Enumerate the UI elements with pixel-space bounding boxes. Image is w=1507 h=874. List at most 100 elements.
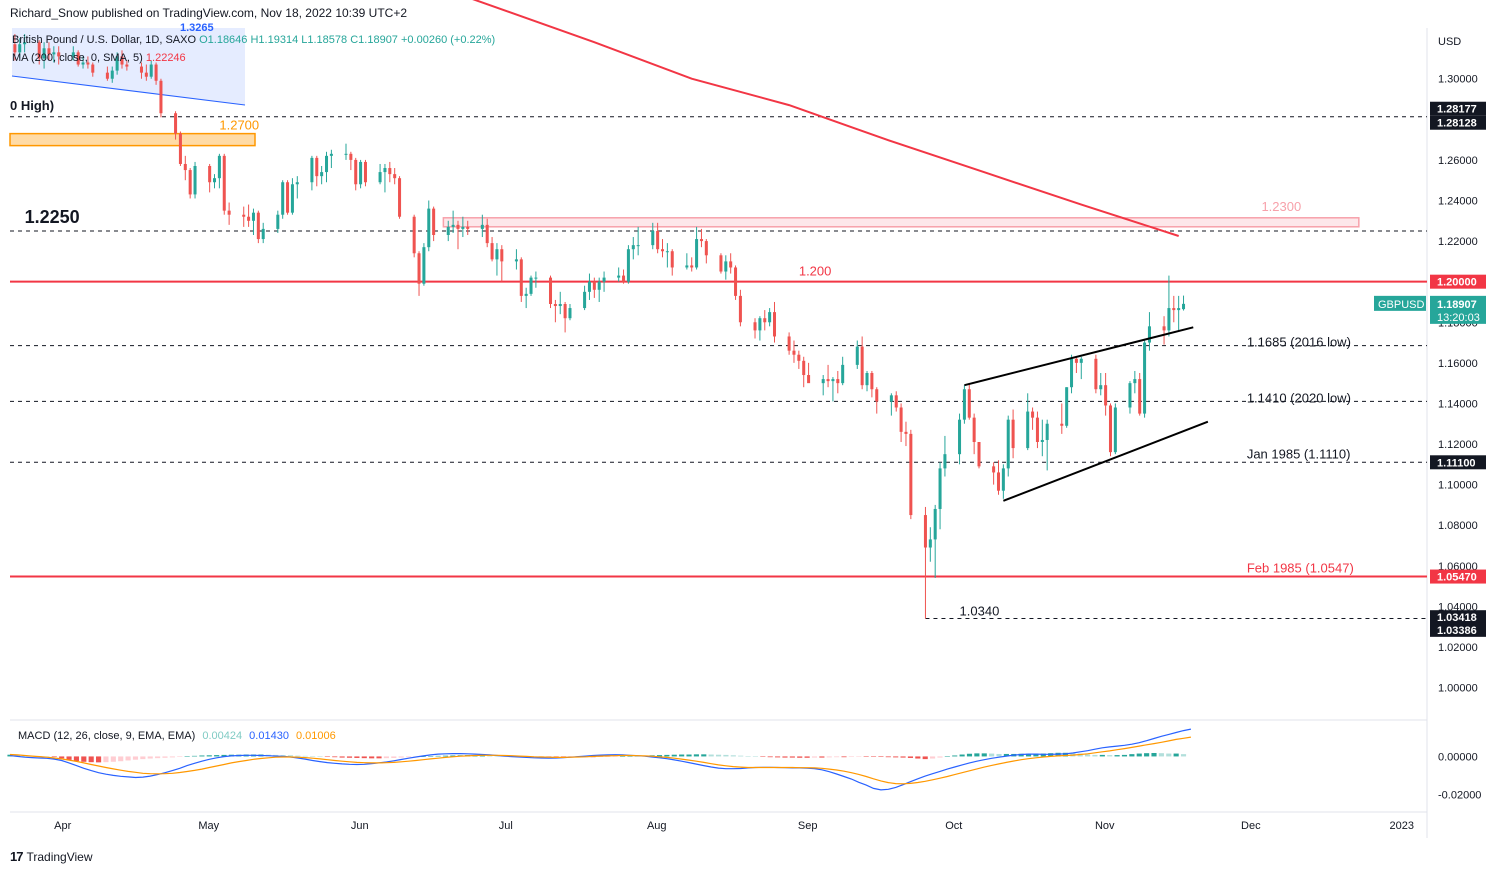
symbol-tag-label: GBPUSD — [1378, 299, 1425, 311]
countdown-label: 13:20:03 — [1437, 312, 1480, 324]
candle-body-125 — [865, 373, 869, 386]
footer[interactable]: 17 TradingView — [10, 849, 93, 864]
x-tick-label-3: Jul — [499, 820, 513, 832]
macd-label: MACD (12, 26, close, 9, EMA, EMA) — [18, 730, 196, 742]
annotation-label-7: Feb 1985 (1.0547) — [1247, 561, 1354, 576]
price-tags: 1.28177 1.28128 1.20000 1.11100 1.05470 1.034… — [1374, 101, 1486, 637]
macd-legend[interactable]: MACD (12, 26, close, 9, EMA, EMA) 0.0042… — [18, 730, 336, 742]
y-tick-label-2: 1.26000 — [1438, 155, 1478, 167]
candle-body-102 — [704, 241, 708, 256]
candle-body-150 — [1035, 417, 1039, 442]
macd-hist-bar-53 — [398, 756, 404, 758]
macd-hist-bar-152 — [1129, 754, 1135, 757]
macd-hist-bar-99 — [738, 755, 744, 757]
macd-hist-bar-135 — [1003, 753, 1009, 757]
macd-hist-bar-143 — [1062, 752, 1069, 757]
macd-hist-bar-117 — [870, 756, 877, 757]
ma-legend[interactable]: MA (200, close, 0, SMA, 5) 1.22246 — [12, 52, 186, 64]
candle-body-104 — [724, 261, 728, 272]
candle-body-45 — [320, 172, 324, 177]
candle-body-55 — [388, 168, 392, 175]
candle-body-16 — [120, 56, 124, 65]
pattern-box — [12, 28, 245, 105]
x-tick-label-4: Aug — [647, 820, 667, 832]
ma-value: 1.22246 — [145, 52, 186, 64]
macd-hist-bar-121 — [900, 756, 906, 758]
price-tag-bg-6 — [1430, 622, 1486, 637]
candle-body-42 — [295, 182, 299, 185]
candle-body-127 — [875, 389, 879, 402]
candle-body-22 — [159, 80, 163, 114]
candle-body-156 — [1074, 358, 1078, 363]
macd-hist-bar-105 — [782, 756, 788, 758]
macd-hist-bar-133 — [989, 753, 995, 757]
candle-body-87 — [602, 277, 606, 282]
candle-body-1 — [18, 44, 22, 53]
candle-body-71 — [495, 249, 499, 260]
macd-hist-bar-120 — [893, 756, 899, 758]
macd-hist-bar-106 — [789, 756, 795, 758]
candle-body-19 — [144, 72, 148, 77]
macd-hist-bar-125 — [930, 756, 936, 759]
macd-hist-bar-48 — [361, 756, 367, 759]
macd-hist-bar-134 — [996, 753, 1002, 757]
candle-body-90 — [626, 249, 630, 282]
macd-hist-bar-118 — [878, 756, 884, 758]
legend-low: L1.18578 — [301, 34, 348, 46]
candle-body-7 — [57, 52, 61, 57]
symbol-legend[interactable]: British Pound / U.S. Dollar, 1D, SAXO O1… — [12, 34, 495, 46]
candle-body-109 — [758, 318, 762, 331]
candle-body-165 — [1138, 379, 1142, 414]
macd-hist-bar-102 — [760, 756, 766, 757]
candle-body-136 — [938, 468, 942, 509]
macd-hist-bar-90 — [671, 754, 677, 757]
macd-hist-bar-124 — [922, 756, 928, 760]
candle-body-163 — [1128, 383, 1132, 408]
macd-hist-bar-92 — [686, 754, 692, 757]
macd-hist-bar-11 — [88, 756, 94, 763]
candle-body-97 — [670, 251, 674, 268]
macd-hist-bar-140 — [1040, 753, 1046, 757]
candle-body-47 — [329, 153, 333, 156]
macd-hist-bar-129 — [959, 754, 965, 757]
tradingview-logo-icon: 17 — [10, 849, 24, 864]
macd-hist-bar-16 — [125, 756, 131, 761]
macd-hist-bar-80 — [597, 756, 604, 758]
candle-body-37 — [261, 228, 265, 240]
macd-hist-bar-119 — [885, 756, 891, 758]
footer-brand: TradingView — [26, 849, 93, 864]
candle-body-36 — [256, 212, 260, 240]
candle-body-96 — [665, 251, 669, 253]
candle-body-83 — [583, 291, 587, 309]
symbol-title: British Pound / U.S. Dollar, 1D, SAXO — [12, 34, 197, 46]
macd-signal-value: 0.01006 — [296, 730, 336, 742]
macd-hist-bar-20 — [155, 756, 161, 759]
y-tick-label-14: 1.02000 — [1438, 642, 1478, 654]
candle-body-140 — [967, 389, 971, 418]
candle-body-66 — [461, 226, 465, 229]
macd-hist-bar-148 — [1099, 754, 1105, 757]
macd-hist-bar-12 — [96, 756, 102, 763]
price-tag-bg-2 — [1430, 274, 1486, 289]
macd-hist-bar-28 — [214, 755, 220, 757]
macd-hist-bar-139 — [1033, 753, 1039, 757]
macd-hist-bar-58 — [435, 755, 441, 757]
macd-hist-bar-54 — [405, 756, 412, 758]
macd-hist-bar-23 — [177, 756, 183, 758]
zone-1-2700 — [9, 132, 256, 147]
macd-hist-bar-126 — [937, 756, 943, 758]
candle-body-63 — [446, 226, 450, 235]
candle-body-67 — [466, 226, 470, 229]
candle-body-85 — [592, 281, 596, 290]
candle-body-101 — [699, 239, 703, 242]
candle-body-114 — [792, 350, 796, 355]
price-tag-bg-5 — [1430, 610, 1486, 625]
candle-body-44 — [315, 157, 319, 177]
candle-body-60 — [422, 247, 426, 284]
macd-hist-bar-128 — [952, 755, 958, 757]
candle-body-56 — [393, 174, 397, 179]
candle-body-48 — [344, 153, 348, 155]
x-tick-label-2: Jun — [351, 820, 369, 832]
candle-body-138 — [958, 419, 962, 455]
